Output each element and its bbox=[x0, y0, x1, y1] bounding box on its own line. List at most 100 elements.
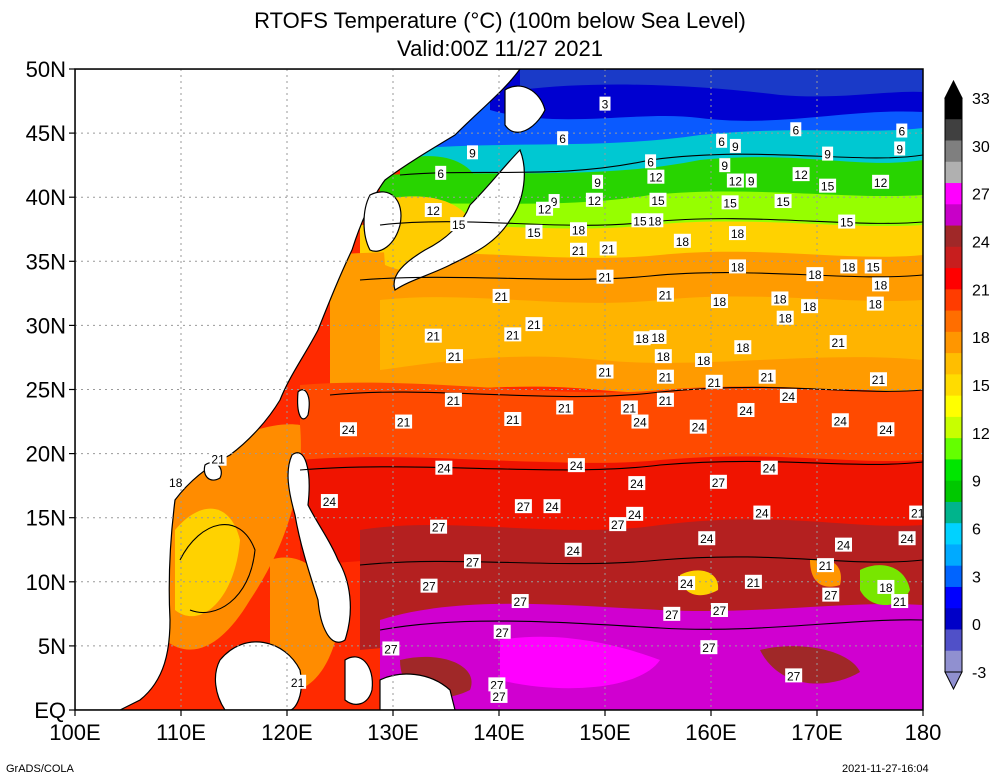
contour-label-bg bbox=[792, 167, 810, 182]
contour-label: 18 bbox=[713, 295, 727, 309]
contour-label: 24 bbox=[879, 423, 893, 437]
contour-label: 21 bbox=[211, 453, 225, 467]
contour-label-bg bbox=[490, 688, 508, 703]
colorbar-swatch bbox=[945, 268, 962, 290]
contour-label-bg bbox=[599, 96, 611, 111]
colorbar-swatch bbox=[945, 416, 962, 439]
contour-label: 6 bbox=[898, 125, 905, 139]
contour-label: 27 bbox=[712, 476, 726, 490]
contour-label-bg bbox=[649, 329, 667, 344]
contour-label: 18 bbox=[869, 298, 883, 312]
contour-label: 27 bbox=[466, 555, 480, 569]
contour-label: 15 bbox=[527, 226, 541, 240]
contour-label-bg bbox=[525, 224, 543, 239]
contour-label-bg bbox=[631, 213, 649, 228]
colorbar-swatch bbox=[945, 140, 962, 163]
contour-label: 24 bbox=[567, 544, 581, 558]
x-tick-label: 150E bbox=[579, 720, 630, 745]
contour-label: 21 bbox=[598, 271, 612, 285]
colorbar-label: 30 bbox=[972, 139, 990, 156]
contour-label: 18 bbox=[635, 332, 649, 346]
contour-label: 24 bbox=[342, 423, 356, 437]
contour-label: 21 bbox=[572, 244, 586, 258]
contour-label-bg bbox=[840, 259, 858, 274]
contour-label: 12 bbox=[588, 194, 602, 208]
contour-label: 24 bbox=[900, 532, 914, 546]
contour-label: 18 bbox=[779, 312, 793, 326]
contour-label: 21 bbox=[494, 290, 508, 304]
contour-label-bg bbox=[556, 400, 574, 415]
contour-label-bg bbox=[877, 579, 895, 594]
colorbar-swatch bbox=[945, 480, 962, 503]
contour-label-bg bbox=[729, 226, 746, 241]
contour-label-bg bbox=[567, 458, 585, 473]
y-axis-ticks: EQ 5N 10N 15N 20N 25N 30N 35N 40N 45N 50N bbox=[26, 57, 75, 723]
contour-label: 15 bbox=[776, 195, 790, 209]
y-tick-label: 35N bbox=[26, 249, 66, 274]
contour-label: 18 bbox=[773, 292, 787, 306]
contour-label-bg bbox=[744, 574, 762, 589]
contour-label: 9 bbox=[551, 195, 558, 209]
contour-label: 21 bbox=[659, 289, 673, 303]
colorbar-min-arrow bbox=[944, 671, 963, 691]
contour-label-bg bbox=[514, 499, 532, 514]
colorbar-label: 21 bbox=[972, 282, 990, 299]
contour-label-bg bbox=[877, 422, 895, 437]
contour-label: 27 bbox=[492, 690, 506, 704]
contour-label-bg bbox=[710, 603, 728, 618]
contour-label: 21 bbox=[819, 559, 833, 573]
contour-label: 24 bbox=[763, 462, 777, 476]
contour-label: 18 bbox=[572, 223, 586, 237]
contour-label-bg bbox=[866, 296, 884, 311]
contour-label-bg bbox=[745, 173, 757, 188]
contour-label: 12 bbox=[794, 168, 808, 182]
contour-label: 21 bbox=[893, 595, 907, 609]
colorbar-swatch bbox=[945, 544, 962, 567]
y-tick-label: 40N bbox=[26, 185, 66, 210]
contour-label-bg bbox=[909, 505, 927, 520]
colorbar-swatch bbox=[945, 204, 962, 227]
colorbar-swatch bbox=[945, 501, 962, 524]
y-tick-label: 25N bbox=[26, 378, 66, 403]
contour-label-bg bbox=[504, 411, 522, 426]
contour-label: 9 bbox=[824, 148, 831, 162]
contour-label: 21 bbox=[602, 242, 616, 256]
contour-label-bg bbox=[829, 335, 847, 350]
contour-label-bg bbox=[420, 578, 438, 593]
contour-label: 27 bbox=[517, 500, 531, 514]
contour-label-bg bbox=[435, 460, 453, 475]
contour-label-bg bbox=[570, 222, 587, 237]
contour-label-bg bbox=[536, 201, 554, 216]
y-tick-label: 45N bbox=[26, 121, 66, 146]
contour-label-bg bbox=[737, 403, 755, 418]
contour-label-bg bbox=[656, 392, 674, 407]
contour-label-bg bbox=[689, 419, 707, 434]
contour-label-bg bbox=[835, 537, 852, 552]
contour-label-bg bbox=[445, 349, 463, 364]
contour-label: 21 bbox=[911, 507, 925, 521]
contour-label-bg bbox=[705, 374, 723, 389]
contour-label-bg bbox=[444, 392, 462, 407]
colorbar-swatch bbox=[945, 225, 962, 248]
contour-label: 21 bbox=[659, 371, 673, 385]
contour-label: 27 bbox=[422, 580, 436, 594]
colorbar-swatch bbox=[945, 331, 962, 354]
contour-label-bg bbox=[726, 173, 744, 188]
colorbar-label: 12 bbox=[972, 426, 990, 443]
contour-label: 24 bbox=[837, 539, 851, 553]
contour-label: 27 bbox=[713, 604, 727, 618]
contour-label: 21 bbox=[427, 330, 441, 344]
contour-label: 12 bbox=[649, 171, 663, 185]
contour-label: 24 bbox=[782, 390, 796, 404]
contour-label: 21 bbox=[659, 394, 673, 408]
colorbar-label: 15 bbox=[972, 378, 990, 395]
contour-label: 24 bbox=[628, 508, 642, 522]
contour-label: 12 bbox=[874, 176, 888, 190]
contour-label: 27 bbox=[490, 678, 504, 692]
contour-label: 24 bbox=[323, 495, 337, 509]
landmass bbox=[75, 69, 546, 710]
contour-label: 21 bbox=[448, 350, 462, 364]
contour-label-bg bbox=[872, 174, 890, 189]
contour-label-bg bbox=[758, 369, 776, 384]
colorbar-label: 6 bbox=[972, 522, 981, 539]
